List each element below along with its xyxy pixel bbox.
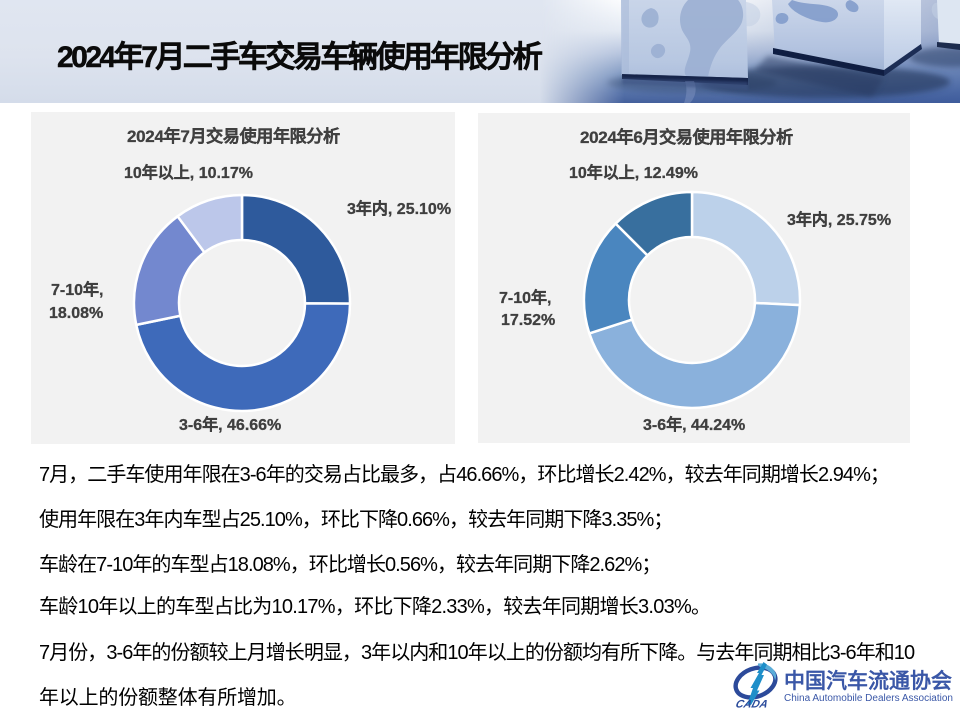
svg-text:China Automobile Dealers Assoc: China Automobile Dealers Association: [784, 693, 953, 704]
svg-text:CADA: CADA: [734, 699, 769, 711]
svg-text:中国汽车流通协会: 中国汽车流通协会: [784, 669, 952, 693]
